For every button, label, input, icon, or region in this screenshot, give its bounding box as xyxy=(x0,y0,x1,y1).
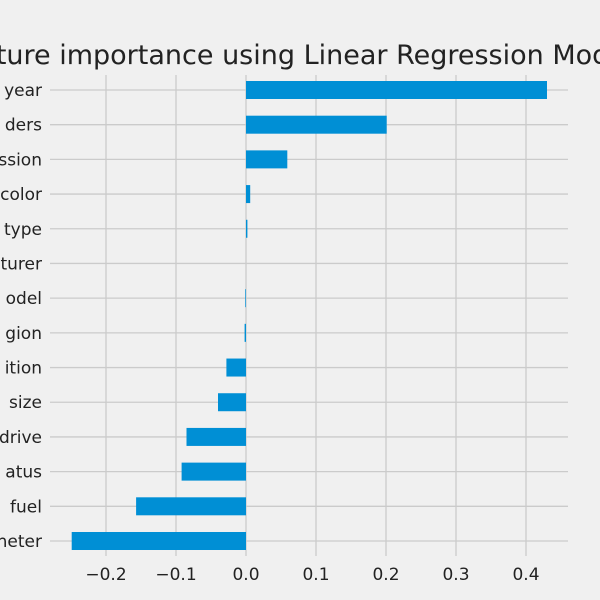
y-tick-label: atus xyxy=(5,463,42,483)
x-tick-label: 0.1 xyxy=(302,565,329,585)
bar-paint_color xyxy=(246,185,251,204)
y-tick-label: size xyxy=(9,393,42,413)
bar-condition xyxy=(226,358,246,377)
x-tick-label: 0.0 xyxy=(232,565,259,585)
y-tick-label: ssion xyxy=(0,150,42,170)
y-tick-label: odel xyxy=(6,289,42,309)
y-tick-label: color xyxy=(0,185,42,205)
x-tick-label: −0.2 xyxy=(85,565,126,585)
chart-title: Feature importance using Linear Regressi… xyxy=(0,40,600,71)
y-tick-label: ition xyxy=(5,359,42,379)
bar-transmission xyxy=(246,150,288,169)
x-tick-label: 0.3 xyxy=(442,565,469,585)
bar-type xyxy=(246,219,248,238)
y-tick-label: turer xyxy=(0,254,42,274)
bar-title_status xyxy=(181,462,246,481)
bar-fuel xyxy=(136,497,246,516)
y-tick-label: drive xyxy=(0,428,42,448)
bar-region xyxy=(244,323,246,342)
bars xyxy=(71,81,547,550)
bar-year xyxy=(246,81,547,99)
bar-odometer xyxy=(71,532,246,550)
y-tick-label: fuel xyxy=(10,497,42,517)
x-tick-label: −0.1 xyxy=(155,565,196,585)
bar-model xyxy=(245,289,246,308)
bar-size xyxy=(218,393,246,412)
x-tick-label: 0.4 xyxy=(512,565,539,585)
x-tick-labels: −0.2 −0.1 0.0 0.1 0.2 0.3 0.4 xyxy=(85,565,539,585)
y-tick-label: gion xyxy=(5,324,42,344)
bar-cylinders xyxy=(246,115,387,134)
y-tick-label: type xyxy=(4,220,42,240)
y-tick-label: neter xyxy=(0,532,42,552)
bar-drive xyxy=(186,427,246,446)
y-tick-labels: year ders ssion color type turer odel gion ition… xyxy=(0,81,42,552)
y-tick-label: ders xyxy=(5,116,42,136)
y-tick-label: year xyxy=(4,81,42,101)
x-tick-label: 0.2 xyxy=(372,565,399,585)
